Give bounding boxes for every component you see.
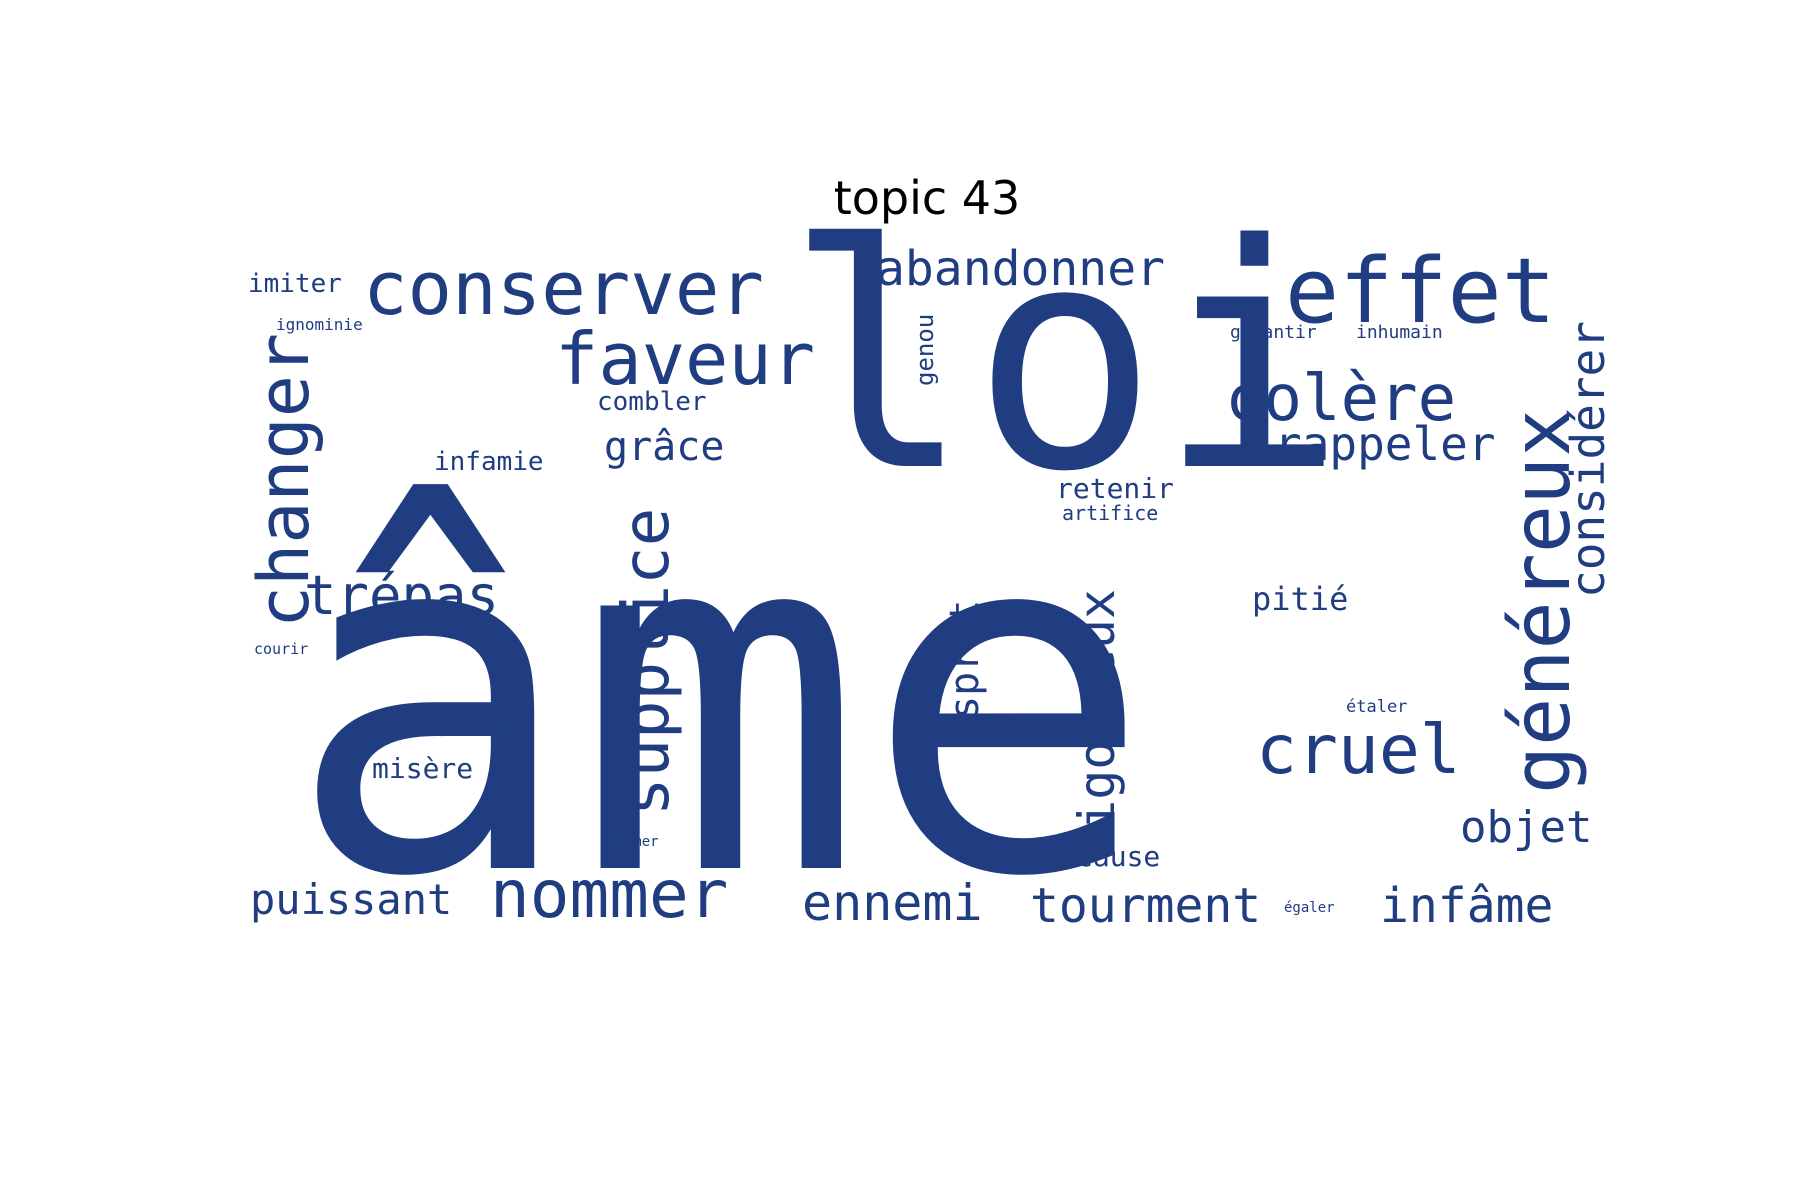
word-27: infamie xyxy=(434,447,544,477)
word-3: conserver xyxy=(363,246,764,332)
word-38: blâmer xyxy=(608,834,659,850)
word-5: généreux xyxy=(1495,409,1588,794)
word-1: loi xyxy=(785,179,1345,540)
word-4: faveur xyxy=(555,317,815,401)
word-31: genou xyxy=(911,314,939,386)
word-14: trépas xyxy=(304,564,499,627)
word-39: égaler xyxy=(1284,900,1335,916)
word-35: ignominie xyxy=(276,315,363,334)
word-0: âme xyxy=(286,423,1153,982)
word-29: misère xyxy=(372,752,473,785)
word-26: retenir xyxy=(1056,472,1174,505)
word-25: combler xyxy=(597,387,707,417)
figure-title: topic 43 xyxy=(834,171,1021,225)
word-22: esprit xyxy=(942,600,988,745)
word-19: objet xyxy=(1460,802,1592,853)
word-37: courir xyxy=(254,640,308,658)
word-30: cause xyxy=(1076,840,1160,873)
word-2: effet xyxy=(1285,239,1556,344)
word-9: supplice xyxy=(610,508,684,816)
word-8: abandonner xyxy=(876,241,1165,297)
word-20: puissant xyxy=(250,875,452,924)
word-28: irriter xyxy=(402,710,520,743)
word-12: considérer xyxy=(1561,321,1615,598)
word-18: infâme xyxy=(1380,878,1553,934)
word-15: rigoureux xyxy=(1068,589,1126,860)
word-23: pitié xyxy=(1252,580,1348,618)
word-11: nommer xyxy=(490,856,728,933)
word-6: colère xyxy=(1225,362,1456,436)
word-24: imiter xyxy=(248,269,342,299)
word-36: étaler xyxy=(1346,697,1407,717)
word-17: ennemi xyxy=(802,874,983,932)
word-13: rappeler xyxy=(1274,417,1496,471)
word-21: grâce xyxy=(604,424,724,470)
word-34: inhumain xyxy=(1356,322,1443,343)
word-10: cruel xyxy=(1256,711,1461,790)
word-33: garantir xyxy=(1230,322,1317,343)
word-7: changer xyxy=(243,333,325,628)
word-32: artifice xyxy=(1062,501,1158,525)
word-16: tourment xyxy=(1030,878,1261,934)
